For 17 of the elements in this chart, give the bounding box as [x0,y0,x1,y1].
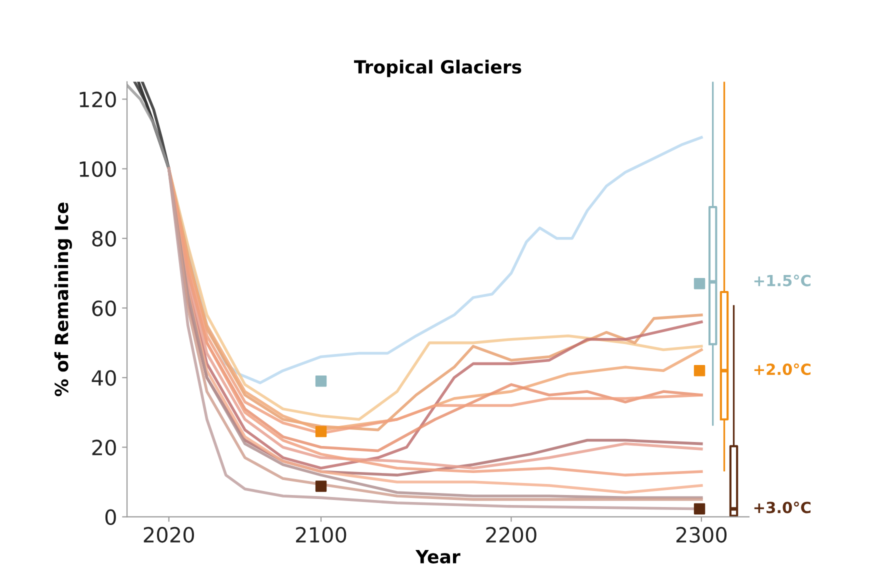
text: +1.5°C [754,274,811,286]
x-tick-label: 2020 [144,526,194,543]
series-label: +3.0°C [754,502,811,514]
y-tick-label: 20 [92,440,116,456]
series-label: +2.0°C [754,363,811,376]
y-axis-title: % of Remaining Ice [54,202,72,396]
x-tick-label: 2300 [676,526,727,543]
x-tick-label: 2200 [486,526,536,543]
y-tick-label: 60 [92,300,116,316]
y-tick-label: 100 [80,161,116,177]
chart-title: Tropical Glaciers [354,60,522,78]
y-tick-label: 120 [80,92,116,108]
y-tick-label: 0 [105,509,116,526]
y-tick-label: 40 [92,370,116,386]
y-tick-label: 80 [92,230,116,247]
x-axis-title: Year [415,550,460,564]
x-tick-label: 2100 [296,526,346,543]
